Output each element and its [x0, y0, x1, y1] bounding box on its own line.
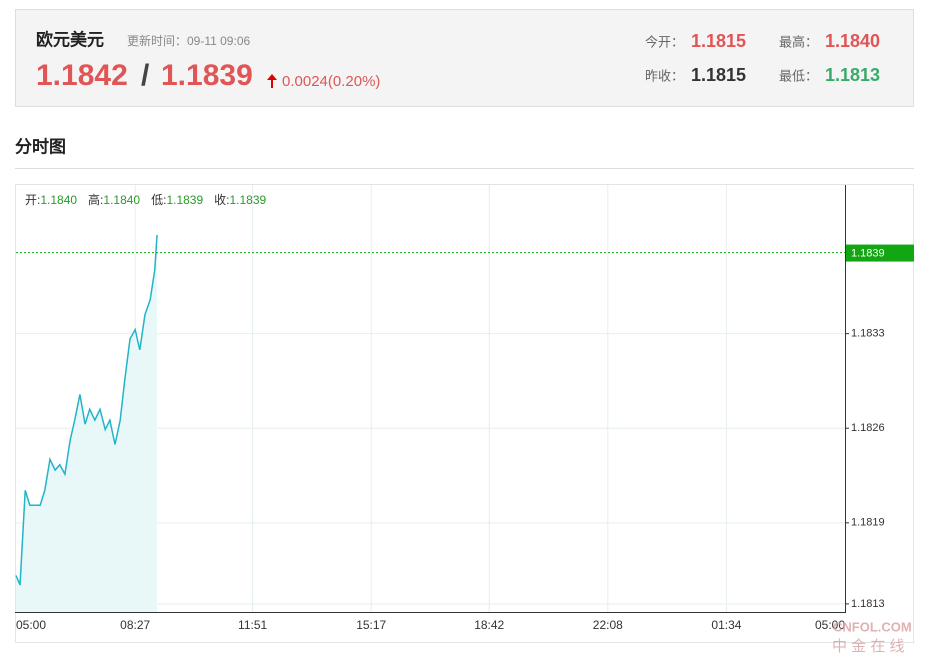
- info-value: 1.1840: [103, 193, 140, 207]
- y-tick-label: 1.1833: [851, 328, 885, 340]
- x-tick-label: 01:34: [711, 618, 741, 632]
- x-tick-label: 11:51: [238, 618, 267, 632]
- x-tick-label: 15:17: [356, 618, 386, 632]
- low-value: 1.1813: [825, 65, 880, 85]
- x-tick-label: 08:27: [120, 618, 150, 632]
- watermark-brand: CNFOL.COM: [833, 619, 912, 634]
- chart-frame: [15, 184, 914, 643]
- info-label: 收:: [214, 193, 229, 207]
- update-time: 更新时间：09-11 09:06: [127, 33, 250, 48]
- ask-price: 1.1839: [161, 59, 253, 92]
- info-value: 1.1839: [166, 193, 203, 207]
- watermark-cn: 中 金 在 线: [832, 638, 905, 655]
- pair-name: 欧元美元: [36, 29, 104, 49]
- info-label: 高:: [88, 192, 103, 207]
- info-value: 1.1839: [229, 193, 266, 207]
- low-label: 最低：: [779, 68, 818, 83]
- info-label: 开:: [25, 193, 40, 207]
- info-value: 1.1840: [40, 193, 77, 207]
- x-tick-label: 18:42: [474, 618, 504, 632]
- info-label: 低:: [151, 193, 166, 207]
- quote-panel: [15, 9, 914, 107]
- section-title: 分时图: [15, 137, 66, 156]
- price-change: 0.0024(0.20%): [282, 73, 380, 90]
- high-value: 1.1840: [825, 31, 880, 51]
- last-price-label: 1.1839: [851, 247, 885, 259]
- high-label: 最高：: [779, 34, 818, 49]
- last-price-box: [846, 244, 914, 262]
- x-tick-label: 05:00: [16, 618, 46, 632]
- y-tick-label: 1.1819: [851, 517, 885, 529]
- price-separator: /: [141, 59, 150, 92]
- area: [16, 234, 158, 613]
- up-arrow: [267, 74, 277, 88]
- prev-close-value: 1.1815: [691, 65, 746, 85]
- prev-close-label: 昨收：: [645, 68, 684, 83]
- plot: 05:00 08:27 11:51 15:17 18:42 22:08 01:34 05:00…: [15, 185, 914, 632]
- bid-price: 1.1842: [36, 59, 128, 92]
- open-value: 1.1815: [691, 31, 746, 51]
- y-tick-label: 1.1826: [851, 422, 885, 434]
- x-tick-label: 22:08: [593, 618, 623, 632]
- open-label: 今开：: [645, 34, 684, 49]
- price-line: [15, 234, 158, 586]
- y-tick-label: 1.1813: [851, 598, 885, 610]
- x-tick-label: 05:00: [815, 618, 845, 632]
